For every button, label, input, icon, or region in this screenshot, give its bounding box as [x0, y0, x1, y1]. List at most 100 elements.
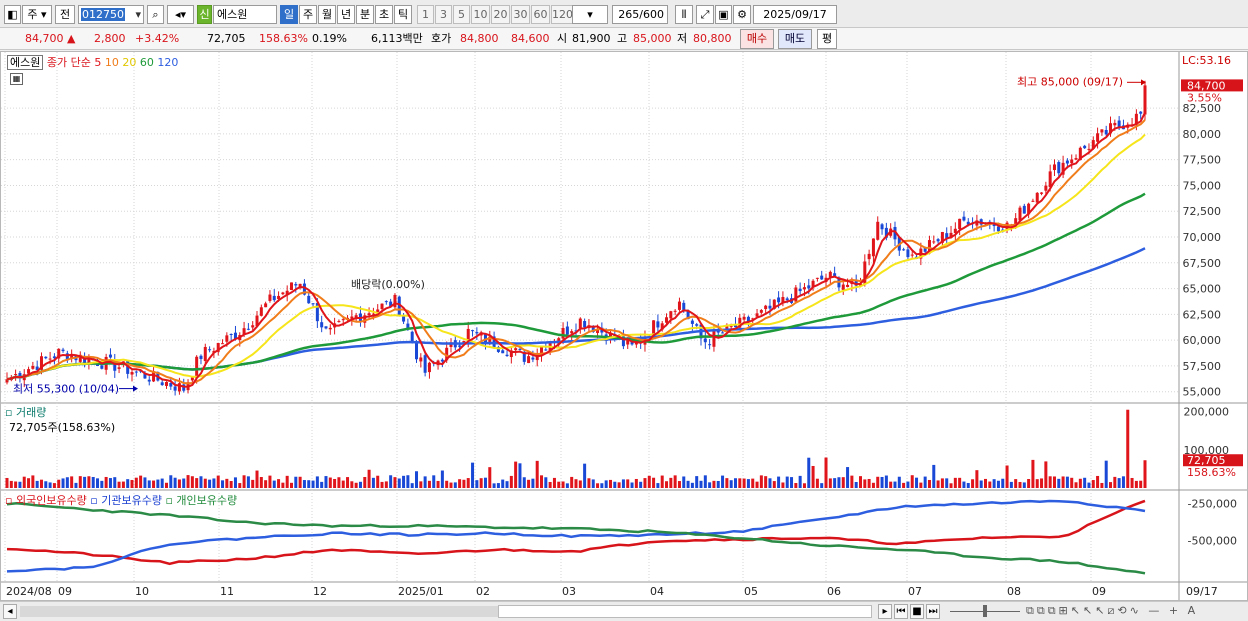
volume-badge-text: 72,705 [1187, 454, 1226, 467]
candle-body [815, 277, 819, 279]
volume-bar [962, 481, 966, 488]
interval-button-60[interactable]: 60 [531, 5, 550, 24]
legend-ma-label[interactable]: 종가 단순 [46, 56, 91, 69]
calculator-icon[interactable]: ▦ [10, 73, 23, 85]
volume-bar [578, 480, 582, 488]
volume-bar [850, 475, 854, 488]
volume-bar [462, 479, 466, 488]
stock-name-field[interactable]: 에스원 [213, 5, 277, 24]
last-icon[interactable]: ⏭ [926, 604, 940, 619]
volume-bar [492, 483, 496, 488]
period-button-0[interactable]: 일 [280, 5, 298, 24]
sell-button[interactable]: 매도 [778, 29, 812, 49]
volume-bar [1070, 477, 1074, 488]
interval-button-30[interactable]: 30 [511, 5, 530, 24]
candle-body [1061, 162, 1065, 175]
search-icon[interactable]: ⌕ [147, 5, 164, 24]
candle-body [669, 311, 673, 319]
count-field[interactable]: 265/600 [612, 5, 668, 24]
stock-code-input[interactable]: 012750 ▾ [78, 5, 144, 24]
legend-ma-5[interactable]: 5 [94, 56, 102, 69]
drawing-tools-icon[interactable]: ⧉⧉⧉⊞↖↖↖⧄⟲∿ — + A [1026, 604, 1199, 617]
date-field[interactable]: 2025/09/17 [753, 5, 837, 24]
y-tick-label: 77,500 [1183, 154, 1222, 167]
window-menu-icon[interactable]: ◧ [4, 5, 21, 24]
volume-bar [781, 482, 785, 488]
candle-body [820, 275, 824, 280]
dividend-annotation: 배당락(0.00%) [351, 278, 425, 291]
volume-bar [1040, 478, 1044, 488]
volume-bar [96, 478, 100, 488]
code-dropdown-icon[interactable]: ▾ [135, 8, 141, 21]
interval-button-10[interactable]: 10 [471, 5, 490, 24]
period-button-3[interactable]: 년 [337, 5, 355, 24]
volume-bar [1048, 476, 1052, 488]
buy-button[interactable]: 매수 [740, 29, 774, 49]
eval-button[interactable]: 평 [817, 29, 837, 49]
volume-badge-pct: 158.63% [1187, 466, 1236, 479]
prev-button[interactable]: 전 [55, 5, 75, 24]
candle-body [251, 325, 255, 328]
holding-legend-2[interactable]: ▫ 개인보유수량 [165, 494, 238, 507]
candle-body [384, 301, 388, 303]
market-select[interactable]: 주 ▾ [22, 5, 52, 24]
scroll-right-icon[interactable]: ▸ [878, 604, 892, 619]
volume-bar [544, 477, 548, 488]
scroll-left-icon[interactable]: ◂ [3, 604, 17, 619]
zoom-slider-handle[interactable] [983, 605, 987, 617]
volume-bar [285, 475, 289, 488]
candle-body [570, 331, 574, 334]
candle-body [596, 329, 600, 333]
candle-body [729, 326, 733, 328]
chart-area[interactable]: 2024/08 09 10 11 12 2025/01 02 03 04 05 06 07 08 09 09… [0, 51, 1248, 601]
volume-bar [458, 479, 462, 488]
legend-ma-120[interactable]: 120 [153, 56, 179, 69]
legend-ma-60[interactable]: 60 [136, 56, 154, 69]
line-type-icon[interactable]: ⤢ [696, 5, 714, 24]
volume-bar [1009, 481, 1013, 488]
legend-stock-name[interactable]: 에스원 [7, 55, 44, 70]
stop-icon[interactable]: ■ [910, 604, 924, 619]
candle-body [1109, 123, 1113, 134]
holding-legend-1[interactable]: ▫ 기관보유수량 [90, 494, 166, 507]
candle-body [772, 299, 776, 309]
first-icon[interactable]: ⏮ [894, 604, 908, 619]
candle-type-icon[interactable]: ⫴ [675, 5, 693, 24]
candle-body [427, 362, 431, 373]
period-button-4[interactable]: 분 [356, 5, 374, 24]
legend-ma-10[interactable]: 10 [101, 56, 119, 69]
candle-body [173, 386, 177, 391]
interval-button-120[interactable]: 120 [551, 5, 573, 24]
legend-ma-20[interactable]: 20 [118, 56, 137, 69]
candle-body [389, 301, 393, 307]
gear-icon[interactable]: ⚙ [733, 5, 751, 24]
candle-body [652, 320, 656, 335]
candle-body [363, 315, 367, 323]
interval-button-20[interactable]: 20 [491, 5, 510, 24]
volume-bar [953, 477, 957, 488]
period-button-1[interactable]: 주 [299, 5, 317, 24]
period-button-6[interactable]: 틱 [394, 5, 412, 24]
interval-button-1[interactable]: 1 [417, 5, 434, 24]
candle-body [1044, 185, 1048, 191]
scroll-track[interactable] [20, 606, 498, 617]
save-icon[interactable]: ▣ [715, 5, 732, 24]
interval-dropdown[interactable]: ▾ [572, 5, 608, 24]
period-button-5[interactable]: 초 [375, 5, 393, 24]
volume-bar [427, 480, 431, 488]
period-button-2[interactable]: 월 [318, 5, 336, 24]
volume-bar [1083, 477, 1087, 488]
candle-body [65, 353, 69, 361]
scroll-thumb[interactable] [498, 605, 872, 618]
candle-body [1040, 192, 1044, 194]
volume-bar [39, 479, 43, 488]
bid-price: 84,600 [511, 32, 550, 45]
volume-bar [479, 478, 483, 488]
holding-legend-0[interactable]: ▫ 외국인보유수량 [5, 494, 91, 507]
speaker-icon[interactable]: ◂▾ [167, 5, 194, 24]
interval-button-3[interactable]: 3 [435, 5, 452, 24]
candle-body [531, 357, 535, 360]
chart-svg: 2024/08 09 10 11 12 2025/01 02 03 04 05 06 07 08 09 09… [1, 52, 1247, 600]
candle-body [518, 348, 522, 350]
interval-button-5[interactable]: 5 [453, 5, 470, 24]
